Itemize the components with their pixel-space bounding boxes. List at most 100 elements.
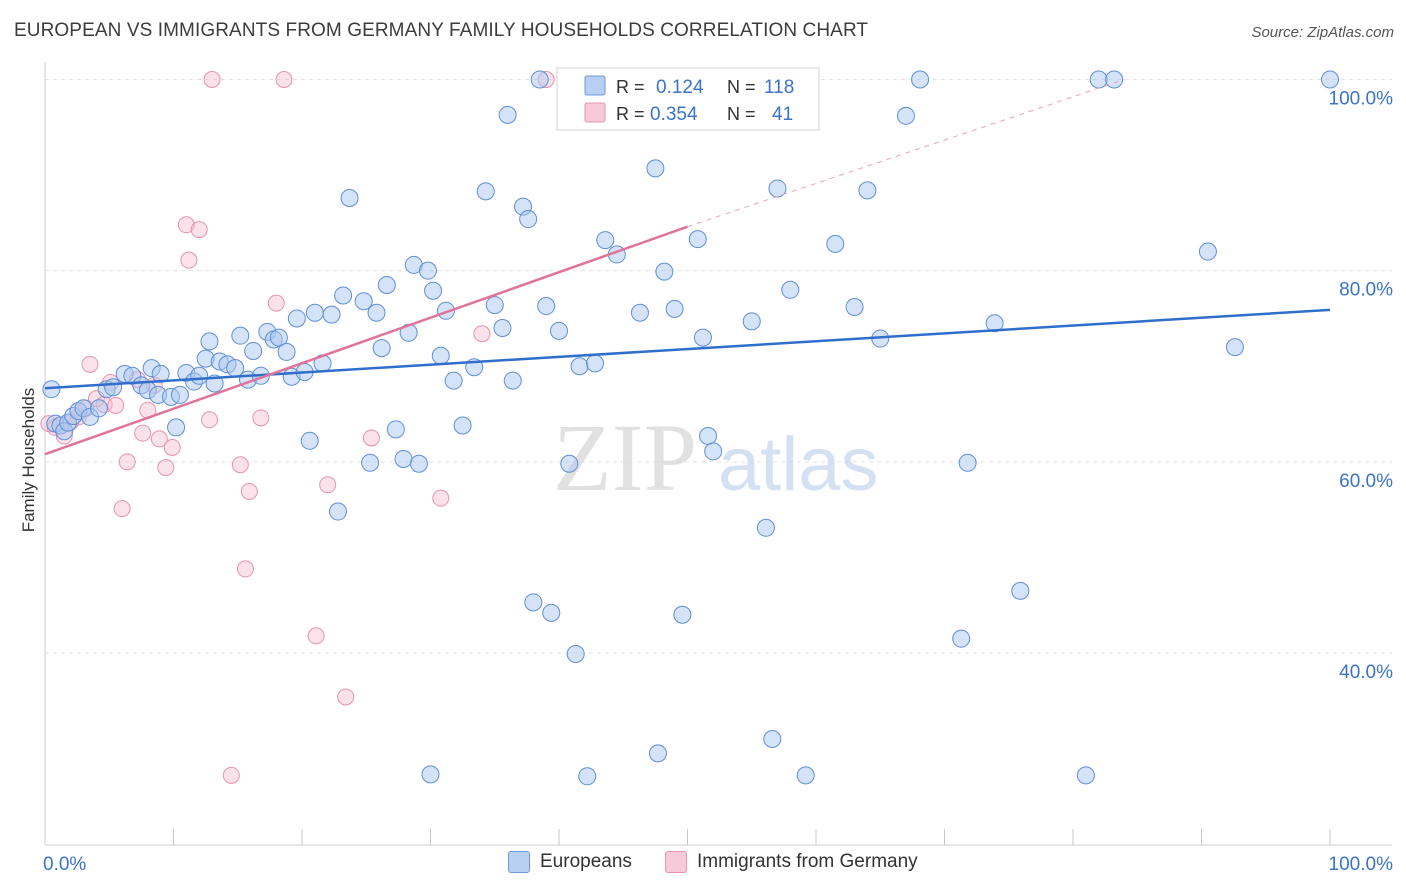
germany-point	[118, 453, 136, 471]
chart-title: EUROPEAN VS IMMIGRANTS FROM GERMANY FAMI…	[14, 20, 869, 41]
europeans-point	[768, 179, 787, 198]
europeans-point	[585, 354, 604, 373]
europeans-point	[519, 210, 538, 229]
germany-point	[337, 688, 355, 706]
europeans-point	[550, 321, 568, 340]
europeans-point	[1321, 70, 1339, 89]
europeans-point	[763, 730, 782, 749]
europeans-point	[170, 385, 189, 404]
x-tick-label: 100.0%	[1329, 854, 1394, 875]
watermark: ZIP atlas	[553, 404, 879, 511]
germany-point	[240, 482, 258, 500]
germany-point	[275, 71, 293, 88]
europeans-point	[673, 605, 692, 624]
europeans-point	[485, 296, 504, 315]
germany-r-label: R =	[616, 104, 645, 124]
europeans-point	[367, 303, 386, 322]
europeans-point	[742, 312, 761, 331]
europeans-r-value: 0.124	[656, 77, 704, 98]
europeans-point	[89, 399, 108, 418]
germany-point	[200, 411, 218, 429]
germany-trend-extension	[687, 79, 1125, 228]
europeans-point	[985, 314, 1004, 333]
europeans-point	[665, 299, 684, 318]
legend-label-germany: Immigrants from Germany	[697, 851, 918, 872]
chart-source: Source: ZipAtlas.com	[1251, 24, 1394, 41]
germany-point	[473, 325, 491, 343]
europeans-point	[476, 182, 495, 201]
europeans-point	[421, 765, 440, 784]
germany-point	[107, 396, 125, 414]
europeans-point	[322, 305, 341, 324]
legend-swatch-europeans	[508, 851, 530, 873]
germany-point	[157, 459, 175, 477]
europeans-point	[354, 292, 373, 311]
germany-point	[307, 627, 325, 645]
bottom-legend: Europeans Immigrants from Germany	[0, 851, 1406, 879]
europeans-point	[300, 431, 319, 450]
europeans-point	[244, 341, 263, 360]
europeans-point	[578, 767, 597, 786]
europeans-points	[42, 70, 1339, 786]
germany-point	[150, 430, 168, 448]
x-tick-label: 0.0%	[43, 854, 86, 875]
europeans-point	[444, 371, 463, 390]
europeans-point	[952, 629, 971, 648]
legend-item-germany[interactable]: Immigrants from Germany	[665, 851, 918, 873]
stats-legend: R = 0.124 N = 118 R = 0.354 N = 41	[556, 67, 820, 131]
europeans-swatch	[584, 75, 606, 96]
legend-item-europeans[interactable]: Europeans	[508, 851, 632, 873]
europeans-point	[269, 328, 288, 347]
germany-point	[362, 429, 380, 447]
europeans-point	[305, 303, 324, 322]
europeans-point	[648, 744, 667, 763]
europeans-point	[424, 281, 443, 300]
europeans-point	[503, 371, 522, 390]
y-tick-label: 80.0%	[1339, 280, 1393, 301]
europeans-point	[630, 303, 649, 322]
germany-point	[222, 766, 240, 784]
germany-point	[432, 489, 450, 507]
europeans-point	[781, 280, 800, 299]
europeans-point	[858, 181, 877, 200]
europeans-point	[524, 593, 543, 612]
germany-point	[203, 71, 221, 88]
europeans-point	[560, 454, 579, 473]
europeans-point	[896, 106, 915, 125]
europeans-point	[409, 454, 428, 473]
germany-point	[236, 560, 254, 578]
europeans-point	[287, 309, 306, 328]
europeans-point	[231, 326, 250, 345]
europeans-point	[361, 453, 380, 472]
trend-lines	[44, 79, 1331, 456]
germany-swatch	[584, 102, 606, 123]
europeans-point	[570, 357, 589, 376]
europeans-point	[1225, 338, 1244, 357]
germany-point	[81, 355, 99, 373]
germany-point	[231, 456, 249, 474]
europeans-point	[277, 342, 296, 361]
europeans-r-label: R =	[616, 77, 645, 97]
europeans-point	[958, 453, 977, 472]
europeans-point	[104, 378, 123, 397]
europeans-point	[418, 261, 437, 280]
europeans-point	[542, 603, 561, 622]
germany-point	[267, 294, 285, 312]
europeans-point	[826, 234, 845, 253]
europeans-point	[566, 644, 585, 663]
europeans-point	[845, 297, 864, 316]
europeans-point	[655, 262, 674, 281]
europeans-n-label: N =	[727, 77, 756, 97]
y-tick-label: 40.0%	[1339, 662, 1393, 683]
europeans-point	[167, 418, 186, 437]
europeans-point	[42, 380, 61, 399]
germany-point	[319, 476, 337, 494]
europeans-point	[756, 518, 775, 537]
europeans-point	[911, 70, 930, 89]
europeans-point	[688, 230, 707, 249]
watermark-zip: ZIP	[553, 404, 697, 511]
europeans-point	[372, 339, 391, 358]
europeans-point	[537, 297, 556, 316]
europeans-point	[646, 159, 665, 178]
